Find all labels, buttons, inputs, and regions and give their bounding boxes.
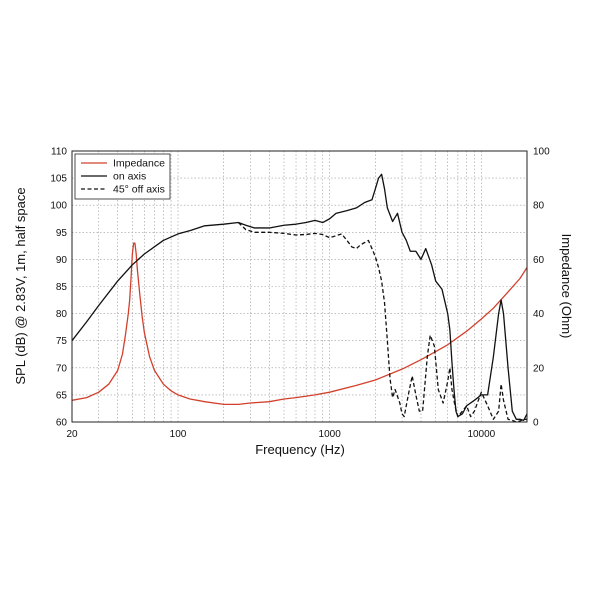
y-tick-label-left: 100 <box>50 201 67 212</box>
y-tick-label-left: 110 <box>51 147 67 158</box>
series-line-45-off-axis <box>237 222 527 423</box>
y-tick-label-right: 80 <box>533 201 545 212</box>
x-tick-label: 20 <box>66 429 78 440</box>
y-tick-label-right: 60 <box>533 255 545 266</box>
y-tick-label-left: 65 <box>56 390 68 401</box>
y-tick-label-left: 60 <box>56 418 68 429</box>
legend-label-impedance: Impedance <box>113 158 165 170</box>
x-axis-label: Frequency (Hz) <box>255 442 345 457</box>
legend-label-on-axis: on axis <box>113 171 146 183</box>
y-tick-label-left: 95 <box>56 228 68 239</box>
y-axis-label-left: SPL (dB) @ 2.83V, 1m, half space <box>13 187 28 384</box>
y-tick-label-right: 40 <box>533 309 545 320</box>
series-line-on-axis <box>71 173 528 422</box>
y-tick-label-right: 100 <box>533 147 550 158</box>
series-layer <box>71 173 528 423</box>
y-tick-label-left: 105 <box>50 174 67 185</box>
y-axis-label-right: Impedance (Ohm) <box>559 234 574 339</box>
ticks: 20 100 1000 10000 60 65 70 75 80 85 90 95 100 105 110 0… <box>50 147 550 441</box>
y-tick-label-right: 0 <box>533 418 539 429</box>
y-tick-label-left: 85 <box>56 282 68 293</box>
y-tick-label-left: 80 <box>56 309 68 320</box>
x-tick-label: 100 <box>170 429 187 440</box>
y-tick-label-left: 90 <box>56 255 68 266</box>
plot-frame <box>71 150 528 423</box>
grid <box>72 151 527 422</box>
y-tick-label-left: 70 <box>56 363 68 374</box>
y-tick-label-left: 75 <box>56 336 68 347</box>
x-tick-label: 10000 <box>467 429 495 440</box>
series-line-impedance <box>71 242 528 406</box>
x-tick-label: 1000 <box>319 429 342 440</box>
legend-label-45-off-axis: 45° off axis <box>113 184 165 196</box>
y-tick-label-right: 20 <box>533 363 545 374</box>
